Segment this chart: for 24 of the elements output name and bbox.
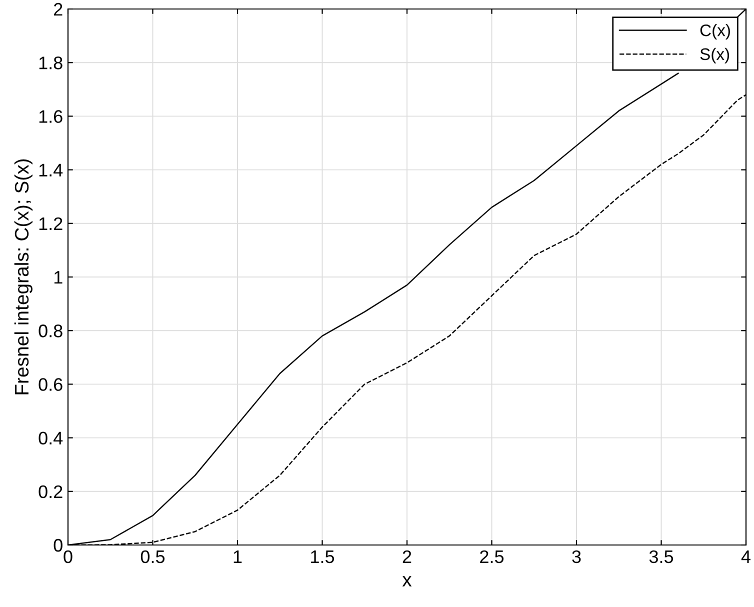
y-tick-label: 0.8	[38, 324, 62, 338]
x-tick-label: 2	[402, 550, 412, 563]
x-tick-label: 0	[64, 550, 72, 564]
y-tick-label: 0.4	[38, 432, 63, 445]
y-tick-label: 1.4	[39, 164, 63, 176]
y-tick-label: 1.6	[39, 110, 62, 123]
legend-label: S(x)	[700, 48, 730, 64]
x-tick-label: 4	[741, 550, 750, 563]
legend-label: C(x)	[700, 24, 730, 40]
x-tick-label: 3	[572, 550, 581, 564]
y-tick-label: 2	[54, 2, 62, 16]
x-tick-label: 0.5	[140, 550, 165, 564]
y-tick-label: 0.6	[38, 378, 62, 391]
x-tick-label: 3.5	[649, 550, 674, 564]
y-tick-label: 1.2	[39, 217, 62, 230]
y-tick-label: 1.8	[39, 56, 62, 70]
y-tick-label: 0.2	[38, 485, 62, 498]
y-tick-label: 0	[54, 538, 62, 552]
y-axis-title: Fresnel integrals: C(x); S(x)	[14, 159, 32, 394]
x-tick-label: 1	[234, 550, 242, 563]
x-tick-label: 2.5	[480, 550, 504, 564]
x-axis-title: x	[402, 576, 412, 586]
x-tick-label: 1.5	[311, 550, 334, 564]
y-tick-label: 1	[54, 271, 62, 284]
